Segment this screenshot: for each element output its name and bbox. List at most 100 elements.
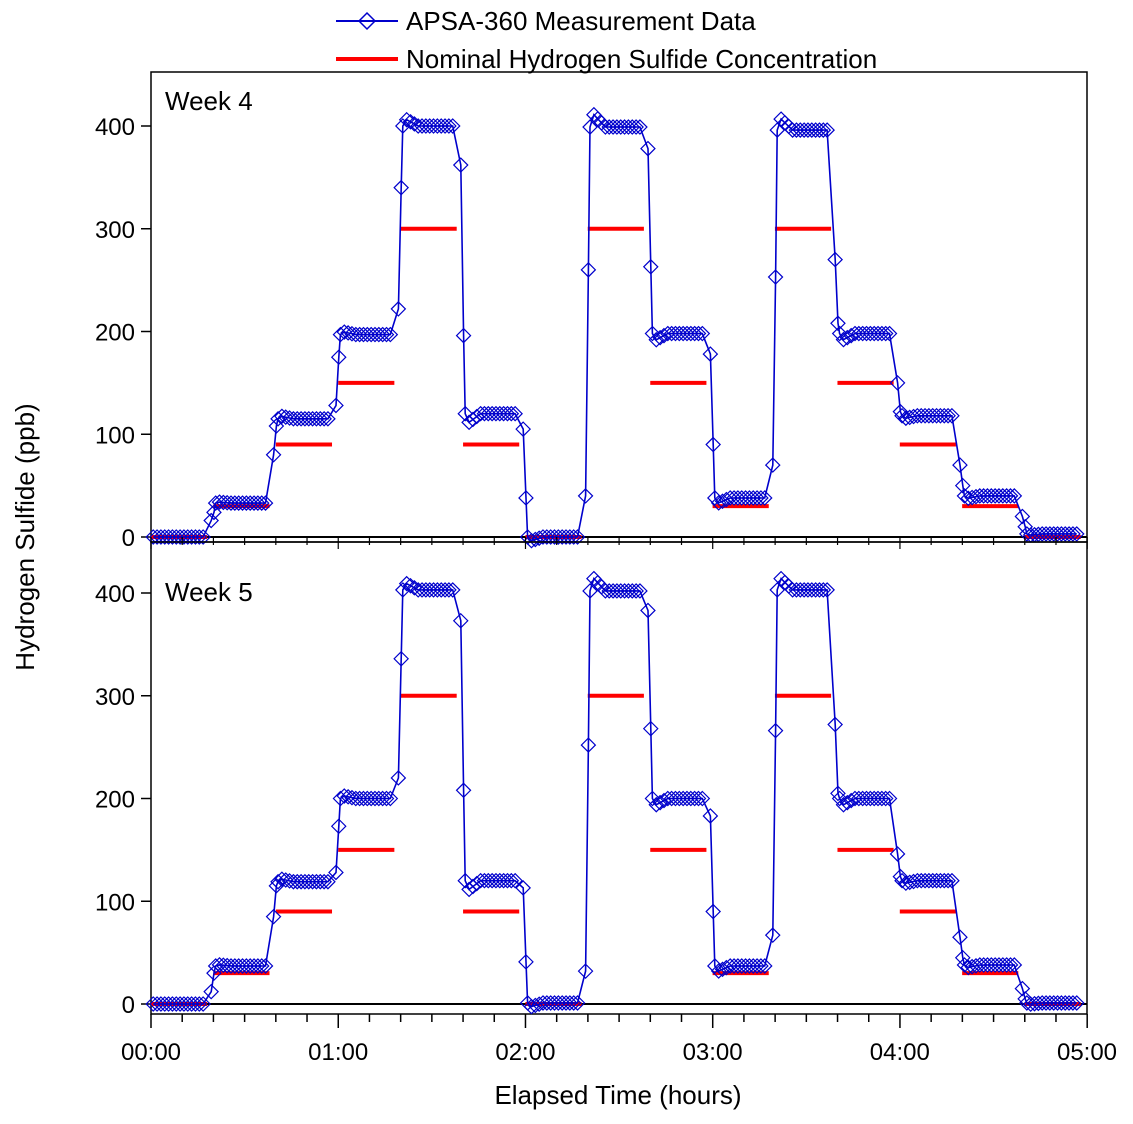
measurement-point	[332, 790, 349, 807]
measurement-point	[889, 375, 906, 391]
measurement-point	[726, 490, 742, 506]
measurement-point	[378, 326, 395, 343]
x-tick-label: 04:00	[870, 1039, 930, 1066]
measurement-point	[164, 529, 181, 545]
measurement-point	[714, 961, 731, 978]
measurement-point	[1068, 526, 1085, 542]
measurement-point	[917, 872, 933, 889]
measurement-point	[316, 873, 332, 890]
measurement-point	[1002, 957, 1019, 973]
measurement-point	[905, 873, 922, 890]
measurement-point	[968, 957, 984, 974]
measurement-point	[215, 957, 232, 974]
measurement-point	[866, 325, 883, 342]
measurement-point	[160, 996, 177, 1012]
measurement-point	[640, 602, 656, 619]
measurement-point	[642, 258, 659, 275]
measurement-point	[1053, 526, 1070, 542]
measurement-point	[402, 113, 419, 130]
measurement-point	[398, 111, 415, 128]
x-tick-label: 02:00	[495, 1039, 555, 1066]
measurement-point	[444, 118, 461, 134]
measurement-point	[632, 583, 648, 599]
measurement-point	[565, 529, 582, 545]
measurement-point	[652, 794, 668, 811]
measurement-point	[160, 529, 177, 545]
measurement-point	[495, 872, 512, 889]
measurement-point	[297, 410, 313, 427]
measurement-point	[620, 583, 637, 599]
measurement-point	[987, 957, 1003, 973]
measurement-point	[550, 995, 567, 1011]
measurement-point	[819, 122, 835, 138]
legend-marker-measurement	[357, 11, 377, 31]
measurement-point	[495, 405, 512, 422]
measurement-point	[1026, 995, 1043, 1012]
measurement-point	[452, 157, 469, 173]
measurement-point	[164, 996, 181, 1012]
measurement-point	[722, 490, 739, 506]
measurement-point	[741, 958, 758, 974]
measurement-point	[835, 796, 852, 813]
measurement-point	[936, 407, 953, 424]
measurement-point	[499, 872, 516, 889]
measurement-point	[642, 720, 659, 737]
measurement-point	[913, 872, 930, 889]
measurement-point	[452, 612, 469, 629]
measurement-point	[176, 529, 192, 545]
measurement-point	[788, 582, 805, 598]
measurement-point	[421, 582, 438, 598]
measurement-point	[710, 495, 727, 511]
measurement-point	[1034, 526, 1051, 542]
measurement-point	[979, 957, 996, 973]
measurement-point	[316, 410, 332, 427]
measurement-point	[609, 119, 625, 135]
measurement-point	[749, 490, 765, 506]
measurement-point	[207, 958, 224, 974]
measurement-point	[679, 325, 695, 342]
measurement-point	[663, 790, 680, 807]
measurement-point	[784, 582, 801, 598]
measurement-point	[870, 790, 886, 807]
measurement-point	[203, 983, 220, 1000]
measurement-point	[1057, 995, 1074, 1011]
measurement-point	[705, 436, 722, 453]
measurement-point	[971, 488, 988, 504]
measurement-point	[300, 410, 317, 427]
measurement-point	[730, 490, 746, 506]
measurement-point	[839, 329, 856, 346]
measurement-point	[847, 325, 863, 342]
measurement-point	[827, 251, 844, 268]
measurement-point	[944, 872, 960, 889]
measurement-point	[702, 346, 719, 362]
measurement-point	[756, 490, 773, 506]
measurement-point	[767, 269, 784, 285]
measurement-point	[219, 494, 236, 511]
y-tick-label: 400	[95, 581, 135, 608]
measurement-point	[597, 119, 614, 135]
measurement-point	[562, 529, 578, 545]
measurement-point	[921, 407, 937, 424]
measurement-point	[491, 872, 508, 889]
measurement-point	[877, 790, 894, 807]
measurement-point	[580, 262, 597, 278]
y-tick-label: 200	[95, 320, 135, 347]
measurement-point	[374, 790, 391, 807]
measurement-point	[429, 582, 446, 598]
measurement-point	[917, 407, 933, 424]
measurement-point	[374, 326, 391, 343]
measurement-point	[784, 122, 801, 138]
measurement-point	[565, 995, 582, 1011]
measurement-point	[554, 995, 571, 1011]
measurement-point	[145, 996, 162, 1012]
measurement-point	[304, 410, 321, 427]
measurement-point	[569, 529, 586, 545]
measurement-point	[628, 119, 644, 135]
measurement-point	[546, 995, 563, 1011]
measurement-point	[1014, 508, 1031, 525]
measurement-point	[644, 325, 661, 342]
measurement-point	[472, 405, 489, 422]
measurement-point	[597, 583, 614, 599]
measurement-point	[854, 790, 871, 807]
panel-label: Week 4	[165, 86, 253, 116]
